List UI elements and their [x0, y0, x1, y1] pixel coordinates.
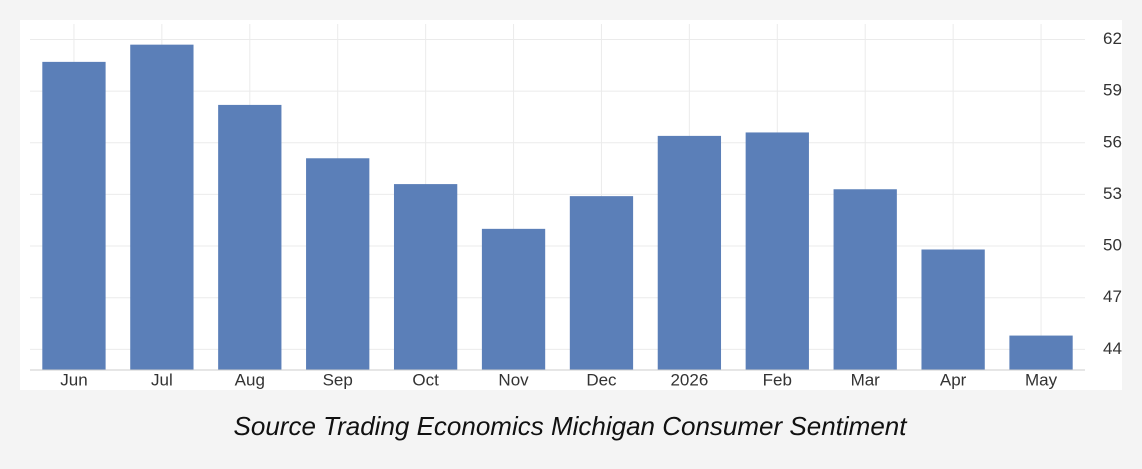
bar: [1009, 335, 1073, 370]
x-tick-label: Mar: [851, 370, 881, 389]
bar: [833, 189, 897, 370]
y-tick-label: 53: [1103, 184, 1122, 203]
y-tick-label: 59: [1103, 81, 1122, 100]
bar: [569, 196, 634, 370]
x-tick-label: Sep: [323, 370, 353, 389]
x-tick-label: Dec: [586, 370, 617, 389]
y-tick-label: 62: [1103, 29, 1122, 48]
x-tick-label: Jul: [151, 370, 173, 389]
x-tick-label: 2026: [670, 370, 708, 389]
x-tick-label: Feb: [763, 370, 792, 389]
bar: [745, 132, 809, 370]
bar: [481, 228, 546, 370]
x-tick-label: May: [1025, 370, 1058, 389]
x-tick-label: Jun: [60, 370, 87, 389]
chart-caption: Source Trading Economics Michigan Consum…: [234, 411, 909, 441]
y-tick-label: 56: [1103, 132, 1122, 151]
bar: [42, 61, 106, 371]
x-tick-label: Oct: [412, 370, 439, 389]
bar: [218, 104, 282, 371]
bar: [921, 249, 985, 370]
y-tick-label: 47: [1103, 287, 1122, 306]
bar: [393, 184, 458, 370]
x-tick-label: Apr: [940, 370, 967, 389]
x-tick-label: Aug: [235, 370, 265, 389]
bar: [657, 135, 722, 370]
bar: [306, 158, 370, 370]
y-tick-label: 50: [1103, 236, 1122, 255]
bar: [130, 44, 194, 371]
x-tick-label: Nov: [498, 370, 529, 389]
y-tick-label: 44: [1103, 339, 1122, 358]
